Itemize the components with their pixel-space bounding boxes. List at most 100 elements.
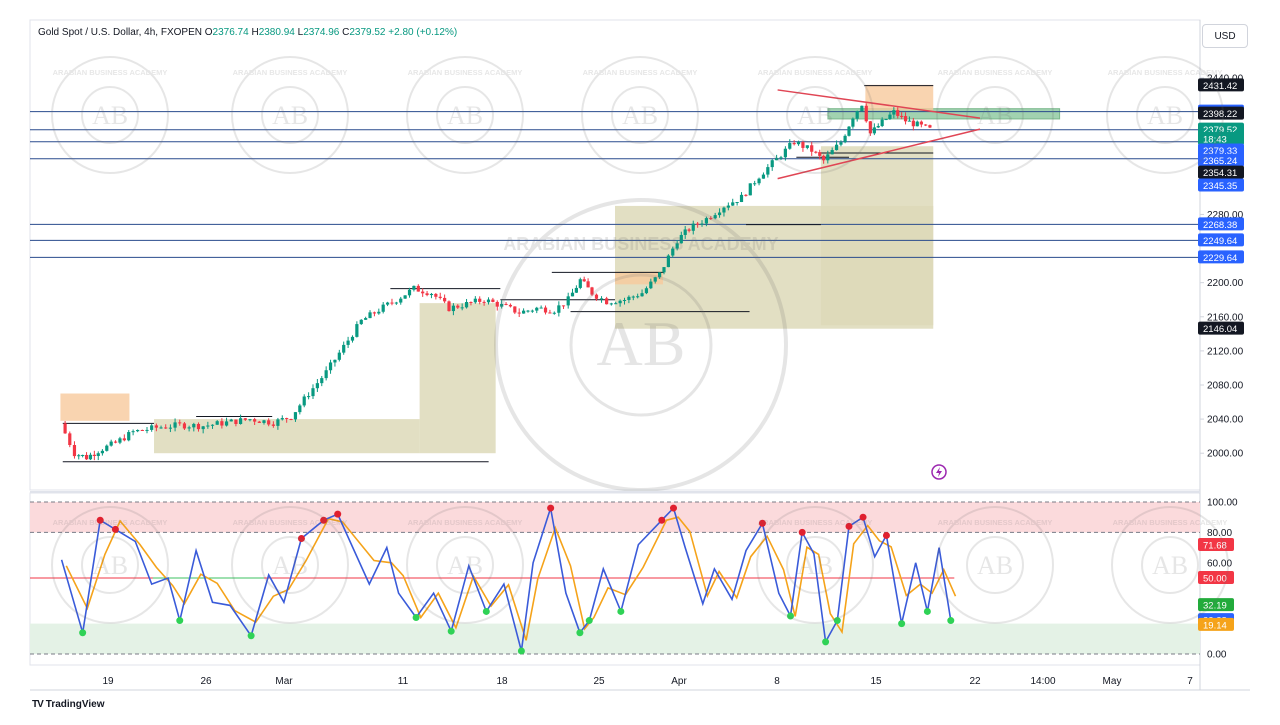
- tradingview-branding[interactable]: TV TradingView: [32, 699, 105, 710]
- watermark-text: ARABIAN BUSINESS ACADEMY: [938, 518, 1053, 527]
- candle-body: [311, 388, 315, 397]
- candle: [761, 172, 766, 179]
- candle: [548, 309, 552, 314]
- watermark-shield-icon: [569, 273, 713, 417]
- price-badge: [1198, 106, 1244, 120]
- candle: [168, 424, 172, 433]
- candle: [412, 285, 416, 292]
- watermark-stamp: AB ARABIAN BUSINESS ACADEMY: [406, 506, 524, 624]
- candle-body: [513, 306, 517, 313]
- candle-body: [220, 421, 224, 426]
- watermark-monogram: AB: [92, 101, 128, 130]
- candle: [796, 140, 801, 146]
- candle: [100, 449, 104, 456]
- price-badge-label: 2249.64: [1203, 236, 1237, 247]
- watermark-monogram: AB: [447, 101, 483, 130]
- candle-body: [491, 299, 495, 302]
- candle-body: [88, 454, 93, 460]
- candle: [88, 452, 93, 461]
- candle-body: [298, 405, 302, 413]
- candle: [145, 427, 149, 434]
- candle: [92, 450, 96, 461]
- candle: [566, 292, 570, 309]
- price-badge: [1198, 250, 1244, 264]
- watermark-ring: [494, 198, 788, 492]
- candle: [683, 226, 687, 239]
- price-badge: [1198, 78, 1244, 92]
- candle-body: [574, 287, 578, 293]
- time-axis-label: 11: [398, 676, 409, 687]
- currency-button[interactable]: USD: [1202, 24, 1248, 48]
- candle: [434, 292, 438, 300]
- candle-body: [96, 453, 100, 456]
- pane-divider[interactable]: [30, 491, 1200, 493]
- candle-body: [403, 295, 407, 299]
- lightning-icon[interactable]: [931, 464, 947, 480]
- candle: [429, 292, 434, 299]
- watermark-stamp: AB ARABIAN BUSINESS ACADEMY: [1106, 56, 1224, 174]
- candle: [154, 423, 158, 432]
- candle: [609, 302, 613, 306]
- time-axis-label: 15: [870, 676, 882, 687]
- oscillator-badge: [1198, 571, 1234, 584]
- candle-body: [582, 279, 586, 282]
- candle: [315, 379, 319, 392]
- watermark-ring: [1111, 506, 1229, 624]
- price-change: +2.80 (+0.12%): [388, 27, 458, 38]
- candle-body: [788, 143, 792, 149]
- discount-zone: [419, 303, 496, 454]
- candle-body: [438, 296, 442, 298]
- candle-body: [843, 135, 847, 143]
- candle: [206, 421, 210, 429]
- triangle-trendline: [777, 128, 981, 180]
- price-badge-label: 18:43: [1203, 134, 1227, 145]
- candle: [717, 208, 722, 218]
- candle: [530, 309, 534, 313]
- candle-body: [644, 288, 649, 294]
- candle: [599, 296, 604, 303]
- candle-body: [779, 157, 783, 159]
- candle: [526, 309, 530, 313]
- candle-body: [81, 454, 85, 456]
- candle-body: [355, 324, 359, 337]
- candle: [210, 424, 215, 429]
- candle-body: [113, 441, 118, 443]
- candle: [814, 150, 818, 154]
- candle-body: [407, 289, 412, 296]
- candle-body: [892, 110, 896, 115]
- oscillator-tick-label: 0.00: [1207, 650, 1227, 661]
- watermark-stamp: AB ARABIAN BUSINESS ACADEMY: [581, 56, 699, 174]
- candle: [614, 301, 618, 305]
- candle-body: [385, 302, 390, 305]
- candle: [924, 124, 928, 127]
- candle: [298, 403, 302, 415]
- candle: [307, 392, 311, 400]
- candle: [884, 118, 888, 121]
- price-badge-label: 2365.24: [1203, 156, 1237, 167]
- candle-body: [521, 310, 526, 314]
- candle-body: [876, 126, 880, 128]
- candle-body: [131, 431, 135, 433]
- candle: [355, 321, 359, 338]
- watermark-text: ARABIAN BUSINESS ACADEMY: [233, 518, 348, 527]
- candle-body: [84, 454, 89, 460]
- watermark-stamp: AB ARABIAN BUSINESS ACADEMY: [936, 56, 1054, 174]
- candle-body: [700, 223, 704, 225]
- candle-body: [276, 419, 280, 426]
- watermark-monogram: AB: [597, 308, 686, 379]
- watermark-ring: [936, 56, 1054, 174]
- candle-body: [662, 267, 666, 273]
- candle: [627, 295, 631, 304]
- candle: [289, 418, 293, 421]
- candle: [704, 216, 709, 227]
- candle-body: [500, 303, 504, 307]
- watermark-monogram: AB: [797, 551, 833, 580]
- time-axis-label: 8: [774, 676, 780, 687]
- candle-body: [594, 294, 599, 299]
- watermark-ring: [1106, 56, 1224, 174]
- watermark-ring: [231, 506, 349, 624]
- candle-body: [469, 301, 473, 303]
- candle: [847, 125, 851, 137]
